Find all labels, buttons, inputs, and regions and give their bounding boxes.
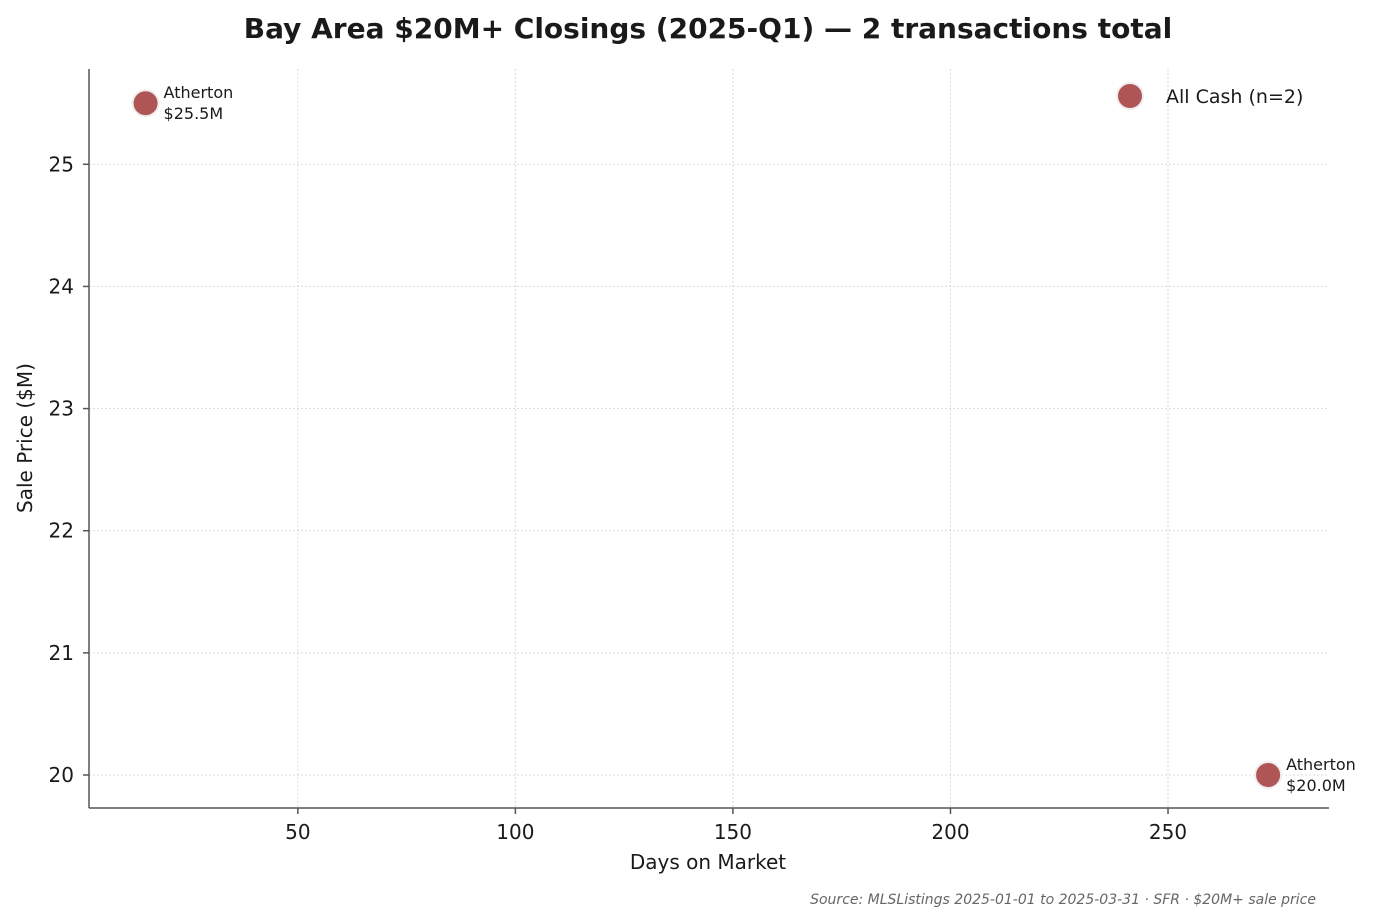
point-label-price-1: $20.0M — [1286, 776, 1346, 795]
point-annotations: Atherton $25.5M Atherton $20.0M — [164, 83, 1356, 795]
chart-title: Bay Area $20M+ Closings (2025-Q1) — 2 tr… — [244, 12, 1172, 45]
x-tick-label-2: 150 — [714, 820, 752, 844]
x-tick-label-1: 100 — [496, 820, 534, 844]
legend-label: All Cash (n=2) — [1166, 86, 1303, 108]
data-point-0-1 — [1254, 761, 1283, 790]
legend: All Cash (n=2) — [1116, 82, 1303, 110]
x-tick-label-4: 250 — [1149, 820, 1187, 844]
point-label-price-0: $25.5M — [164, 104, 224, 123]
y-tick-label-4: 24 — [49, 274, 74, 298]
point-label-location-1: Atherton — [1286, 755, 1356, 774]
x-tick-label-0: 50 — [285, 820, 310, 844]
x-tick-label-3: 200 — [931, 820, 969, 844]
data-points — [131, 89, 1283, 790]
data-point-0-0 — [131, 89, 160, 118]
y-tick-label-3: 23 — [49, 397, 74, 421]
grid-lines — [89, 69, 1329, 808]
y-tick-label-1: 21 — [49, 641, 74, 665]
y-tick-label-5: 25 — [49, 152, 74, 176]
source-note: Source: MLSListings 2025-01-01 to 2025-0… — [810, 892, 1316, 908]
legend-marker — [1116, 82, 1144, 110]
y-axis-label: Sale Price ($M) — [13, 363, 37, 513]
point-label-location-0: Atherton — [164, 83, 234, 102]
x-axis-label: Days on Market — [630, 850, 786, 874]
y-tick-label-0: 20 — [49, 763, 74, 787]
y-tick-label-2: 22 — [49, 519, 74, 543]
x-axis-ticks: 50 100 150 200 250 — [285, 808, 1187, 844]
axes — [88, 69, 1329, 809]
y-axis-ticks: 20 21 22 23 24 25 — [49, 152, 89, 787]
